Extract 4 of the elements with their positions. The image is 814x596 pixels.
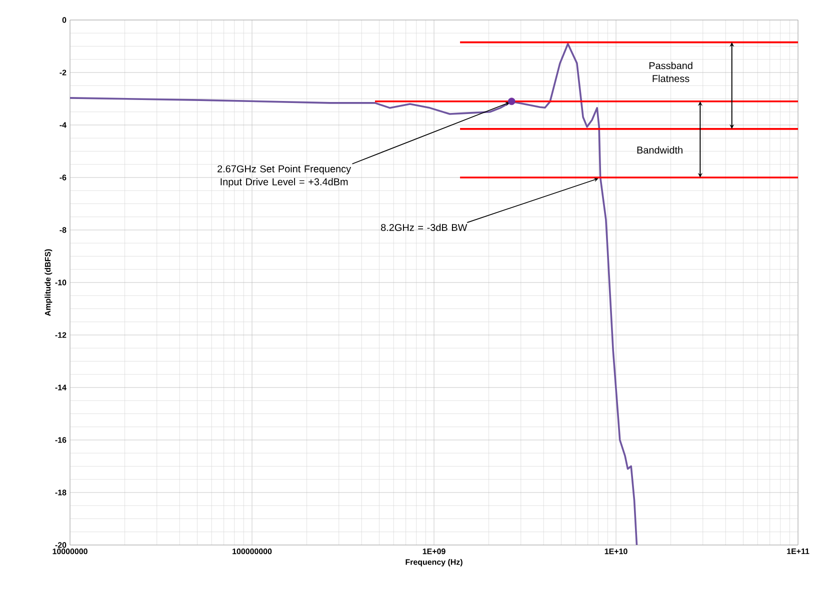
annotation: 8.2GHz = -3dB BW: [381, 224, 468, 232]
annotation: Passband Flatness: [649, 62, 692, 82]
annotation: Bandwidth: [637, 146, 682, 154]
annotation: 2.67GHz Set Point Frequency Input Drive Level = +3.4dBm: [218, 165, 352, 188]
